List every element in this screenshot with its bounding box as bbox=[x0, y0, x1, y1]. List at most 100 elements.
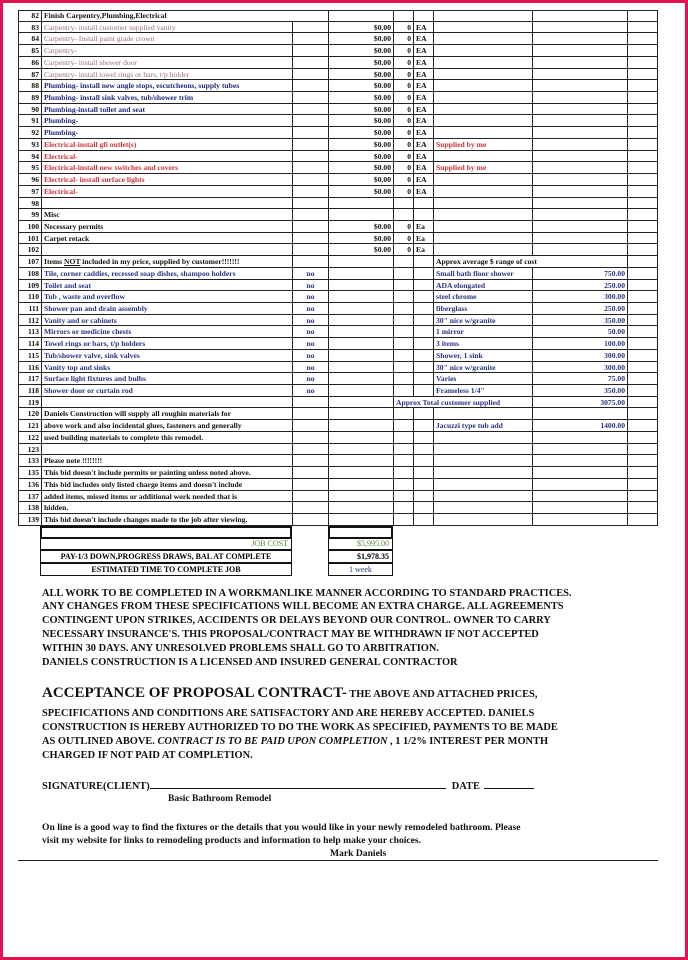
table-row: 111 Shower pan and drain assembly no fiberg… bbox=[18, 303, 658, 315]
last-cell bbox=[627, 326, 658, 339]
table-row: 95 Electrical-install new switches and co… bbox=[18, 162, 658, 175]
price-cell bbox=[328, 338, 393, 350]
included-flag: no bbox=[292, 326, 328, 339]
row-number: 86 bbox=[18, 56, 41, 69]
note-cell bbox=[433, 455, 532, 468]
price-cell: $0.00 bbox=[328, 21, 393, 34]
amount-cell bbox=[532, 232, 627, 245]
note-cell bbox=[433, 56, 532, 69]
price-cell bbox=[328, 291, 393, 303]
unit-cell: EA bbox=[413, 103, 433, 116]
job-cost-value: $5,995.00 bbox=[328, 537, 393, 550]
price-cell bbox=[328, 396, 393, 409]
price-cell bbox=[328, 314, 393, 327]
table-row: 114 Towel rings or bars, t/p holders no 3 i… bbox=[18, 338, 658, 350]
note-cell: Shower, 1 sink bbox=[433, 349, 532, 362]
quantity-cell bbox=[393, 478, 413, 491]
estimated-time-label: ESTIMATED TIME TO COMPLETE JOB bbox=[40, 563, 292, 576]
footer-line: On line is a good way to find the fixtur… bbox=[42, 822, 521, 833]
note-cell bbox=[433, 490, 532, 503]
quantity-cell bbox=[393, 279, 413, 292]
amount-cell: 50.00 bbox=[532, 326, 627, 339]
last-cell bbox=[627, 138, 658, 151]
item-description: Necessary permits bbox=[41, 220, 292, 233]
included-flag: no bbox=[292, 361, 328, 374]
note-cell bbox=[433, 103, 532, 116]
no-cell bbox=[292, 256, 328, 268]
item-description: Tub , waste and overflow bbox=[41, 291, 292, 303]
note-cell: Varies bbox=[433, 373, 532, 386]
price-cell bbox=[328, 10, 393, 22]
item-description: Mirrors or medicine chests bbox=[41, 326, 292, 339]
amount-cell: 100.00 bbox=[532, 338, 627, 350]
author-name: Mark Daniels bbox=[330, 848, 387, 859]
item-description: Electrical- bbox=[41, 150, 292, 163]
item-description: Carpentry- install customer supplied van… bbox=[41, 21, 292, 34]
table-row: 101 Carpet retack $0.00 0 Ea bbox=[18, 232, 658, 245]
amount-cell bbox=[532, 21, 627, 34]
last-cell bbox=[627, 244, 658, 257]
signature-label: SIGNATURE(CLIENT) bbox=[42, 781, 150, 792]
quantity-cell: 0 bbox=[393, 174, 413, 186]
row-number: 92 bbox=[18, 127, 41, 139]
table-row: 116 Vanity top and sinks no 30" nice w/gran… bbox=[18, 361, 658, 374]
amount-cell: 300.00 bbox=[532, 291, 627, 303]
table-row: 83 Carpentry- install customer supplied v… bbox=[18, 21, 658, 34]
unit-cell bbox=[413, 385, 433, 397]
item-description: Carpentry- install shower door bbox=[41, 56, 292, 69]
price-cell bbox=[328, 267, 393, 280]
estimated-time-value: 1 week bbox=[328, 563, 393, 576]
quantity-cell: 0 bbox=[393, 244, 413, 257]
amount-cell bbox=[532, 127, 627, 139]
last-cell bbox=[627, 431, 658, 444]
item-description: above work and also incidental glues, fa… bbox=[41, 420, 292, 432]
item-description: Carpentry- bbox=[41, 45, 292, 57]
table-row: 113 Mirrors or medicine chests no 1 mirror 5… bbox=[18, 326, 658, 339]
included-flag bbox=[292, 138, 328, 151]
last-cell bbox=[627, 420, 658, 432]
quantity-cell: 0 bbox=[393, 80, 413, 93]
price-cell: $0.00 bbox=[328, 138, 393, 151]
price-cell: $0.00 bbox=[328, 33, 393, 46]
unit-cell: EA bbox=[413, 115, 433, 128]
included-flag bbox=[292, 396, 328, 409]
quantity-cell: 0 bbox=[393, 185, 413, 198]
included-flag bbox=[292, 33, 328, 46]
row-number: 117 bbox=[18, 373, 41, 386]
quantity-cell bbox=[393, 303, 413, 315]
price-cell bbox=[328, 408, 393, 421]
row-number: 88 bbox=[18, 80, 41, 93]
last-cell bbox=[627, 291, 658, 303]
amount-cell bbox=[532, 513, 627, 526]
amount-cell bbox=[532, 431, 627, 444]
last-cell bbox=[627, 220, 658, 233]
quantity-cell: 0 bbox=[393, 232, 413, 245]
row-number: 133 bbox=[18, 455, 41, 468]
table-row: 121 above work and also incidental glues,… bbox=[18, 420, 658, 432]
item-description bbox=[41, 396, 292, 409]
amount-cell bbox=[532, 10, 627, 22]
amount-cell bbox=[532, 68, 627, 81]
signature-line[interactable]: SIGNATURE(CLIENT) DATE bbox=[42, 778, 534, 794]
amount-cell bbox=[532, 115, 627, 128]
price-cell bbox=[328, 303, 393, 315]
unit-cell bbox=[413, 513, 433, 526]
acceptance-text: THE ABOVE AND ATTACHED PRICES, bbox=[346, 689, 538, 700]
last-cell bbox=[627, 373, 658, 386]
table-row: 94 Electrical- $0.00 0 EA bbox=[18, 150, 658, 163]
last-cell bbox=[627, 338, 658, 350]
note-cell bbox=[433, 92, 532, 104]
note-cell: Jacuzzi type tub add bbox=[433, 420, 532, 432]
last-cell bbox=[627, 361, 658, 374]
quantity-cell bbox=[393, 431, 413, 444]
included-flag bbox=[292, 502, 328, 514]
price-cell bbox=[328, 478, 393, 491]
included-flag bbox=[292, 467, 328, 479]
summary-blank-label bbox=[40, 526, 292, 539]
table-row: 102 $0.00 0 Ea bbox=[18, 244, 658, 257]
unit-cell bbox=[413, 197, 433, 210]
row-number: 113 bbox=[18, 326, 41, 339]
table-row: 96 Electrical- install surface lights $0.0… bbox=[18, 174, 658, 186]
table-row: 118 Shower door or curtain rod no Frameless… bbox=[18, 385, 658, 397]
job-cost-label: JOB COST bbox=[40, 537, 292, 550]
